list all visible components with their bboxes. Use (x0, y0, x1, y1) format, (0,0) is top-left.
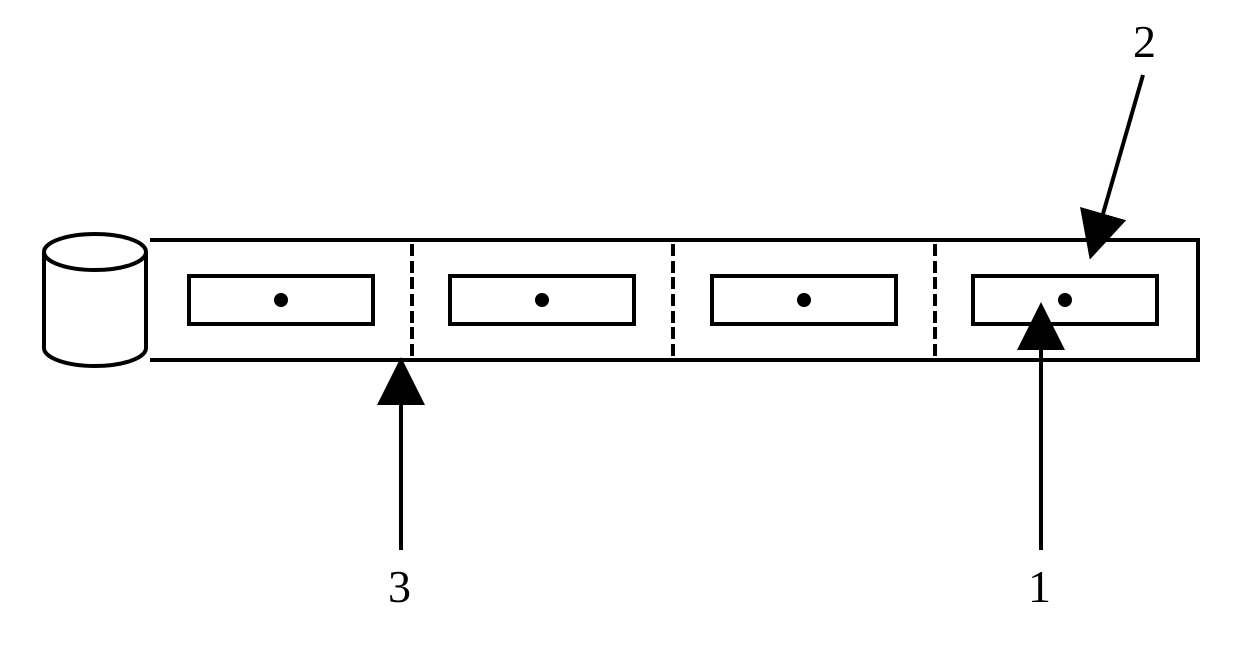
center-dot (274, 293, 288, 307)
segment-4 (935, 242, 1197, 358)
inner-rect (971, 274, 1159, 325)
label-2: 2 (1133, 15, 1156, 68)
segment-2 (412, 242, 674, 358)
segment-1 (150, 242, 412, 358)
strip (150, 238, 1200, 362)
center-dot (797, 293, 811, 307)
diagram-container (40, 230, 1200, 370)
label-1: 1 (1028, 560, 1051, 613)
segment-3 (673, 242, 935, 358)
inner-rect (448, 274, 636, 325)
inner-rect (187, 274, 375, 325)
cylinder-roll (40, 230, 150, 370)
center-dot (1058, 293, 1072, 307)
center-dot (535, 293, 549, 307)
inner-rect (710, 274, 898, 325)
label-3: 3 (388, 560, 411, 613)
